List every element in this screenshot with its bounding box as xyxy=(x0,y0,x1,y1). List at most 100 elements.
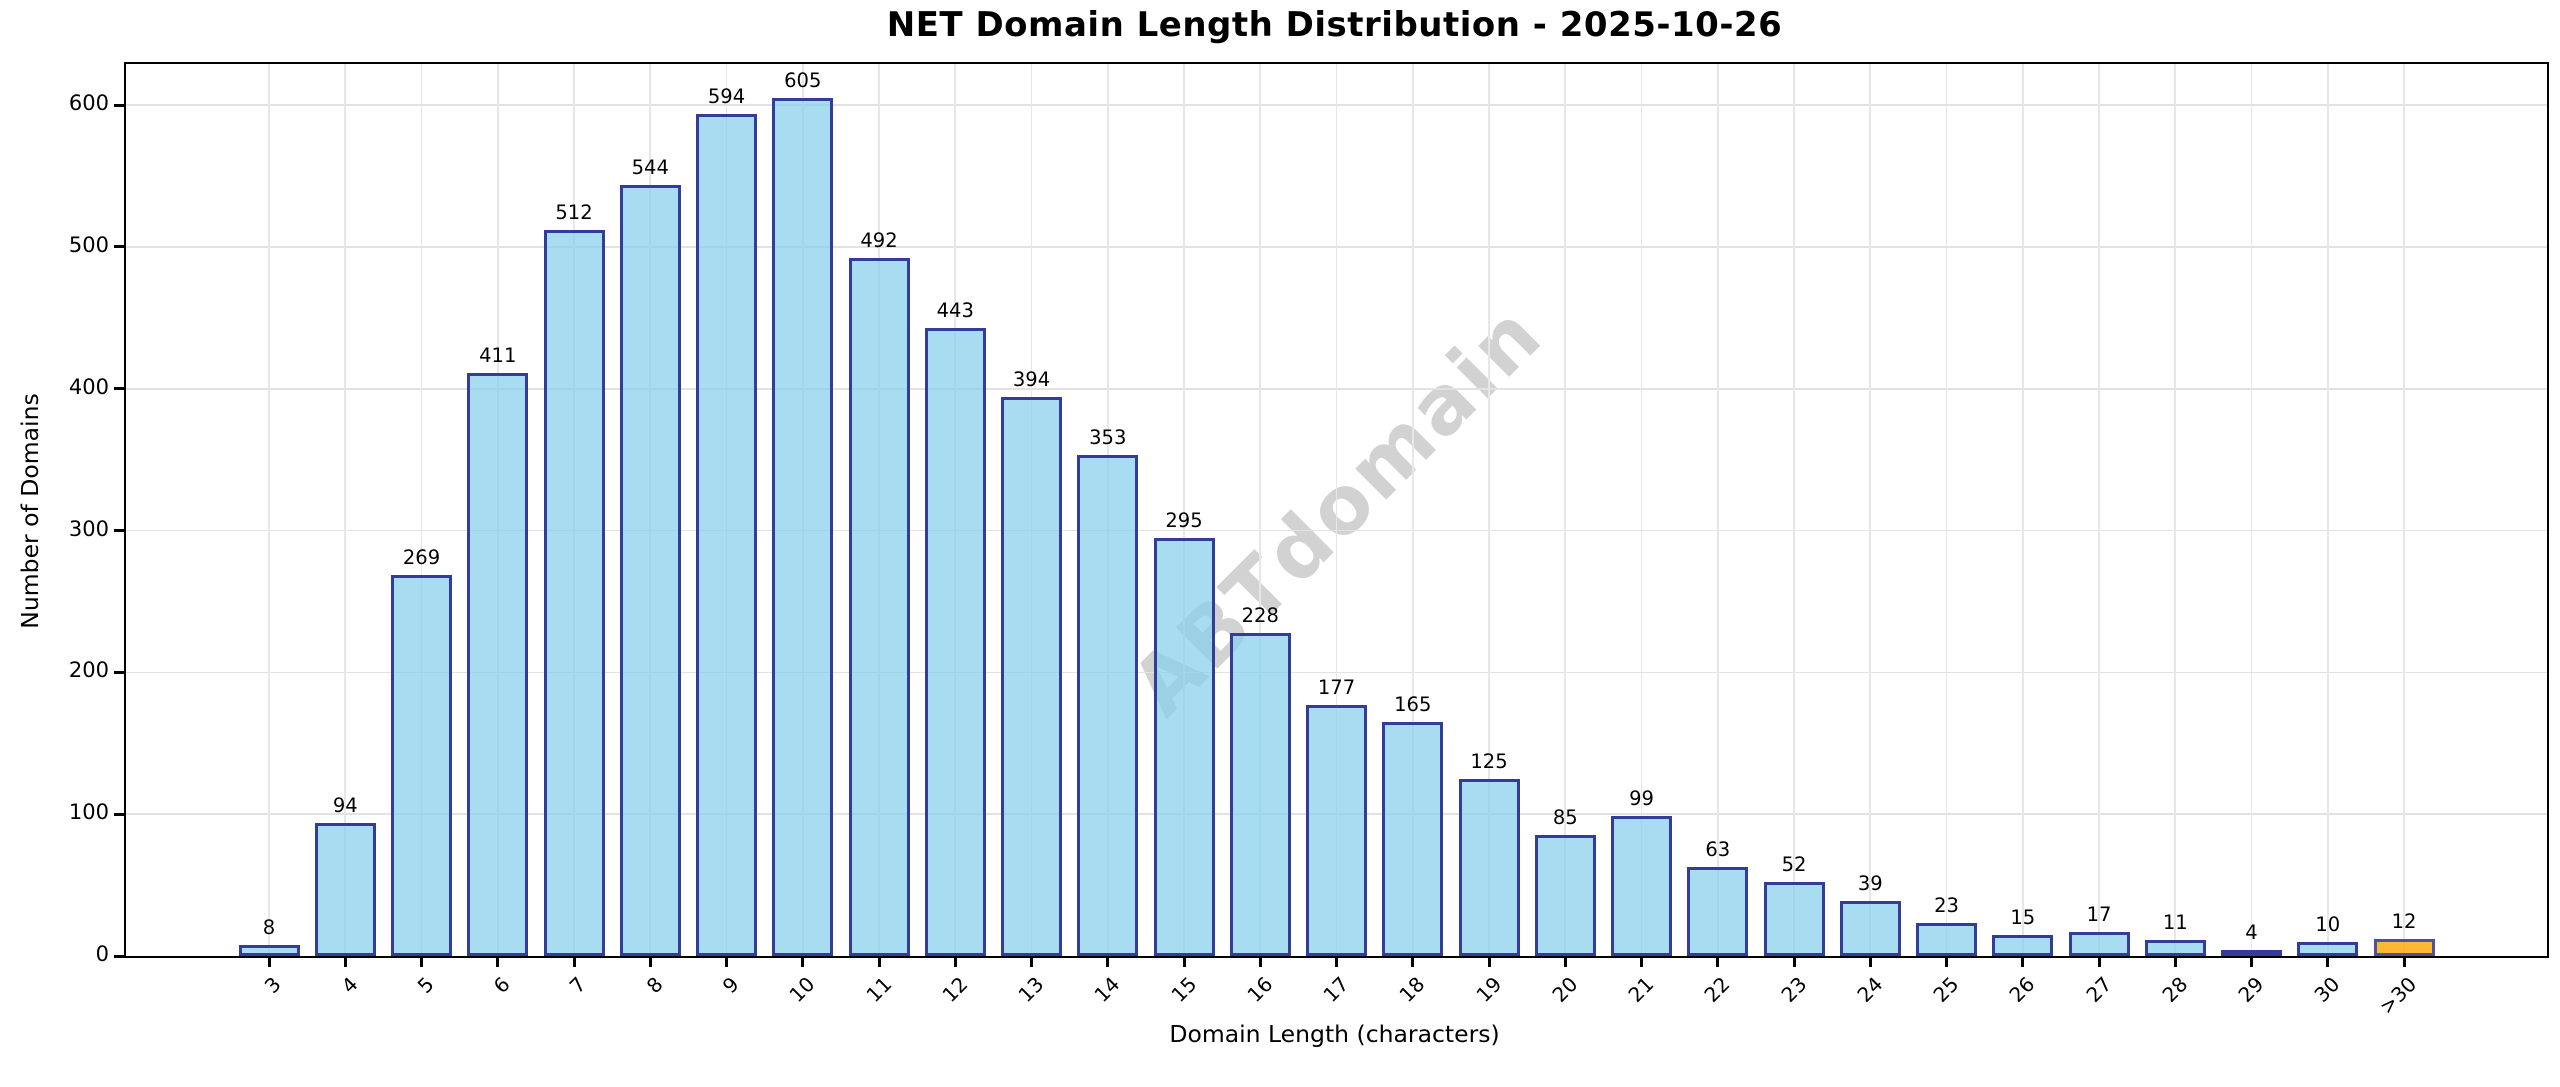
bar xyxy=(1458,778,1520,956)
x-gridline xyxy=(1716,64,1719,956)
y-tick-label: 0 xyxy=(95,942,109,966)
x-axis-tick xyxy=(420,956,423,967)
plot-area: ABTdomain 0 100 200 300 400 500 600 8 3 94 4 269 5 41… xyxy=(69,62,2549,1019)
bar xyxy=(772,98,834,956)
x-axis-tick xyxy=(2173,956,2177,967)
y-axis-tick xyxy=(114,670,125,674)
x-gridline xyxy=(1945,64,1948,956)
chart-title: NET Domain Length Distribution - 2025-10… xyxy=(886,5,1783,45)
bar xyxy=(467,373,529,956)
x-axis-tick xyxy=(1868,956,1872,967)
x-tick-label: 28 xyxy=(2157,972,2193,1007)
x-tick-label: 10 xyxy=(784,972,820,1007)
x-tick-label: 30 xyxy=(2309,972,2345,1007)
bar xyxy=(1916,923,1977,956)
bar-value-label: 4 xyxy=(2245,921,2258,945)
x-axis-tick xyxy=(1487,956,1491,967)
x-gridline xyxy=(1640,64,1643,956)
bar xyxy=(924,327,986,956)
bar xyxy=(696,113,757,956)
bar-value-label: 177 xyxy=(1317,675,1356,699)
bar-value-label: 269 xyxy=(402,545,441,569)
y-tick-label: 600 xyxy=(68,91,109,116)
x-axis-tick xyxy=(1945,956,1948,967)
x-tick-label: 24 xyxy=(1852,972,1888,1007)
x-axis-label: Domain Length (characters) xyxy=(1169,1020,1500,1048)
x-axis-tick xyxy=(1640,956,1643,967)
y-axis-tick xyxy=(114,812,125,816)
x-gridline xyxy=(1411,64,1414,956)
x-gridline xyxy=(1259,64,1262,956)
bar-value-label: 8 xyxy=(262,915,276,939)
x-tick-label: 3 xyxy=(259,972,286,998)
x-tick-label: >30 xyxy=(2374,972,2421,1019)
y-tick-label: 400 xyxy=(68,374,109,399)
y-axis-tick xyxy=(114,103,125,107)
x-tick-label: 17 xyxy=(1318,972,1354,1007)
x-gridline xyxy=(344,64,347,956)
bar-value-label: 12 xyxy=(2391,909,2417,933)
x-tick-label: 29 xyxy=(2233,972,2269,1007)
x-axis-tick xyxy=(1335,956,1338,967)
x-tick-label: 20 xyxy=(1547,972,1583,1007)
x-gridline xyxy=(2326,64,2329,956)
bar-value-label: 99 xyxy=(1629,786,1654,810)
x-gridline xyxy=(2098,64,2100,956)
y-tick-label: 100 xyxy=(68,800,109,825)
bar xyxy=(1382,722,1444,956)
bar xyxy=(1687,866,1749,956)
bar-value-label: 443 xyxy=(936,298,974,322)
bar-value-label: 17 xyxy=(2086,902,2112,926)
bar-value-label: 411 xyxy=(479,344,517,368)
x-axis-tick xyxy=(1182,956,1186,967)
bar-value-label: 15 xyxy=(2010,905,2036,929)
x-axis-tick xyxy=(1106,956,1110,967)
x-axis-tick xyxy=(801,956,805,967)
bar xyxy=(2144,940,2206,956)
x-axis-tick xyxy=(2250,956,2253,967)
bar-value-label: 295 xyxy=(1165,508,1203,532)
x-axis-tick xyxy=(1411,956,1415,967)
bar-value-label: 125 xyxy=(1470,749,1508,773)
x-axis-tick xyxy=(572,956,576,967)
x-axis-tick xyxy=(2402,956,2406,967)
bar xyxy=(1077,455,1139,956)
x-gridline xyxy=(2403,64,2405,956)
x-tick-label: 26 xyxy=(2004,972,2040,1007)
bar xyxy=(848,258,910,956)
bar-value-label: 94 xyxy=(332,793,358,817)
x-tick-label: 27 xyxy=(2081,972,2116,1007)
x-axis-tick xyxy=(648,956,652,967)
bar-value-label: 11 xyxy=(2162,911,2188,935)
bar xyxy=(1153,537,1215,956)
x-tick-label: 14 xyxy=(1089,972,1125,1007)
x-tick-label: 12 xyxy=(937,972,973,1007)
x-gridline xyxy=(268,64,270,956)
bar-value-label: 605 xyxy=(784,69,822,93)
bar-value-label: 544 xyxy=(631,155,669,179)
bar xyxy=(1763,882,1825,956)
y-tick-label: 200 xyxy=(68,658,109,683)
bar xyxy=(314,822,376,956)
bar-value-label: 165 xyxy=(1394,693,1432,716)
x-gridline xyxy=(2021,64,2024,956)
y-axis-tick xyxy=(114,387,125,391)
x-gridline xyxy=(2250,64,2253,956)
x-tick-label: 15 xyxy=(1166,972,1201,1007)
x-axis-tick xyxy=(2021,956,2025,967)
bar xyxy=(2297,941,2359,956)
x-tick-label: 18 xyxy=(1394,972,1430,1007)
x-tick-label: 21 xyxy=(1623,972,1659,1007)
x-axis-tick xyxy=(877,956,881,967)
bar xyxy=(1611,815,1672,956)
bar-value-label: 492 xyxy=(860,229,898,253)
bar-value-label: 512 xyxy=(555,200,593,224)
x-gridline xyxy=(1564,64,1567,956)
x-axis-tick xyxy=(725,956,728,967)
x-tick-label: 8 xyxy=(641,972,668,998)
x-tick-label: 22 xyxy=(1699,972,1735,1007)
bar-value-label: 394 xyxy=(1012,368,1051,392)
x-tick-label: 9 xyxy=(717,972,744,998)
y-axis-tick xyxy=(114,954,125,958)
bar-value-label: 23 xyxy=(1934,894,1959,918)
